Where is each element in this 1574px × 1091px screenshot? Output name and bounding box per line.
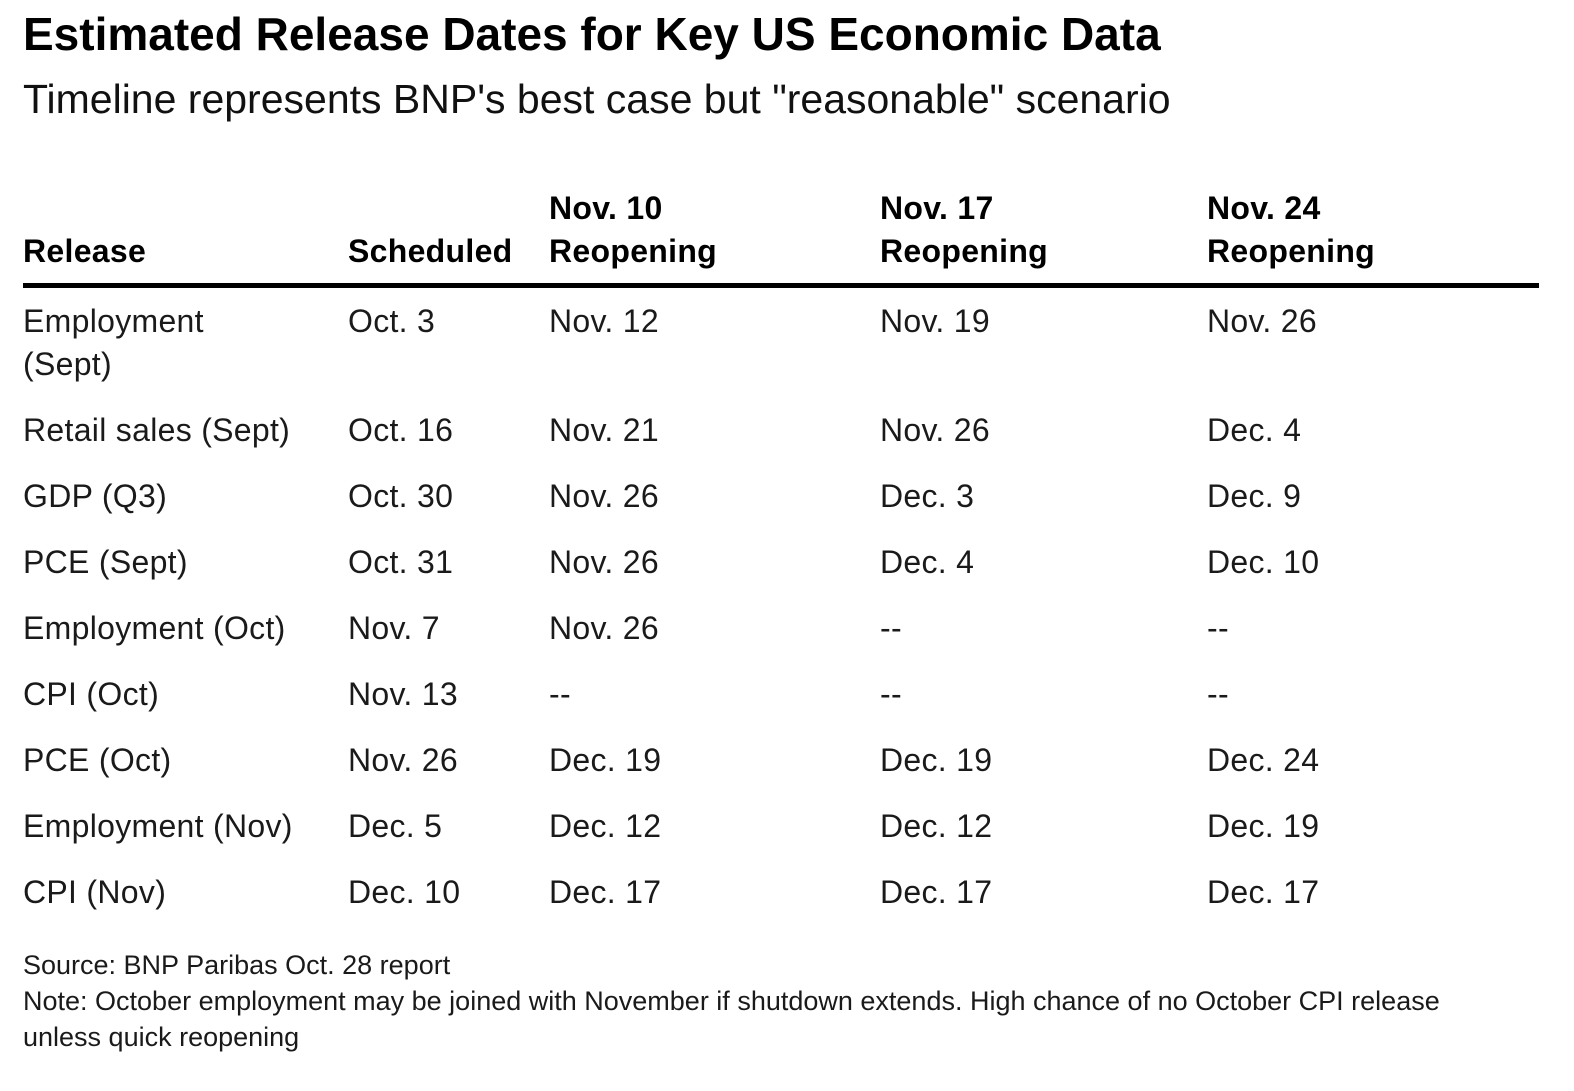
nov17-reopening-cell: Nov. 19 (880, 303, 991, 339)
note-line: Note: October employment may be joined w… (23, 986, 1440, 1052)
nov10-reopening-cell: Nov. 26 (549, 544, 660, 580)
table-row: Employment (Oct) Nov. 7 Nov. 26 -- -- (23, 595, 1539, 661)
nov24-reopening-cell: Dec. 4 (1207, 412, 1302, 448)
nov17-reopening-cell: Dec. 3 (880, 478, 975, 514)
nov24-reopening-cell: Dec. 19 (1207, 808, 1320, 844)
nov17-reopening-cell: -- (880, 676, 902, 712)
table-body: Employment (Sept) Oct. 3 Nov. 12 Nov. 19 Nov… (23, 286, 1539, 926)
nov24-reopening-cell: Dec. 10 (1207, 544, 1320, 580)
table-row: CPI (Nov) Dec. 10 Dec. 17 Dec. 17 Dec. 17 (23, 859, 1539, 925)
column-header-release: Release (23, 187, 348, 288)
nov17-reopening-cell: Dec. 4 (880, 544, 975, 580)
source-line: Source: BNP Paribas Oct. 28 report (23, 950, 451, 980)
nov10-reopening-cell: Dec. 12 (549, 808, 662, 844)
nov10-reopening-cell: Nov. 21 (549, 412, 660, 448)
table-row: Retail sales (Sept) Oct. 16 Nov. 21 Nov. 26… (23, 397, 1539, 463)
footer: Source: BNP Paribas Oct. 28 report Note:… (23, 947, 1539, 1055)
release-cell: CPI (Oct) (23, 676, 160, 712)
scheduled-cell: Nov. 7 (348, 610, 440, 646)
column-header-nov10-reopening: Nov. 10 Reopening (549, 187, 880, 288)
nov10-reopening-cell: Dec. 19 (549, 742, 662, 778)
release-cell: PCE (Sept) (23, 544, 188, 580)
scheduled-cell: Oct. 3 (348, 303, 436, 339)
nov10-reopening-cell: Dec. 17 (549, 874, 662, 910)
nov10-reopening-cell: Nov. 26 (549, 478, 660, 514)
nov10-reopening-cell: -- (549, 676, 571, 712)
page-subtitle: Timeline represents BNP's best case but … (23, 76, 1171, 122)
nov17-reopening-cell: -- (880, 610, 902, 646)
scheduled-cell: Oct. 30 (348, 478, 454, 514)
column-header-scheduled: Scheduled (348, 187, 549, 288)
table-row: PCE (Oct) Nov. 26 Dec. 19 Dec. 19 Dec. 24 (23, 727, 1539, 793)
nov24-reopening-cell: Nov. 26 (1207, 303, 1318, 339)
nov17-reopening-cell: Dec. 19 (880, 742, 993, 778)
nov17-reopening-cell: Dec. 17 (880, 874, 993, 910)
release-cell: PCE (Oct) (23, 742, 172, 778)
header-row: Release Scheduled Nov. 10 Reopening Nov.… (23, 187, 1539, 288)
table-row: Employment (Sept) Oct. 3 Nov. 12 Nov. 19 Nov… (23, 286, 1539, 398)
nov24-reopening-cell: -- (1207, 676, 1229, 712)
table-row: GDP (Q3) Oct. 30 Nov. 26 Dec. 3 Dec. 9 (23, 463, 1539, 529)
scheduled-cell: Oct. 16 (348, 412, 454, 448)
nov17-reopening-cell: Nov. 26 (880, 412, 991, 448)
scheduled-cell: Oct. 31 (348, 544, 454, 580)
table-row: Employment (Nov) Dec. 5 Dec. 12 Dec. 12 Dec.… (23, 793, 1539, 859)
scheduled-cell: Dec. 10 (348, 874, 461, 910)
nov10-reopening-cell: Nov. 26 (549, 610, 660, 646)
scheduled-cell: Nov. 26 (348, 742, 459, 778)
page-title: Estimated Release Dates for Key US Econo… (23, 8, 1161, 60)
release-dates-table: Release Scheduled Nov. 10 Reopening Nov.… (23, 187, 1539, 925)
release-cell: GDP (Q3) (23, 478, 168, 514)
table-row: CPI (Oct) Nov. 13 -- -- -- (23, 661, 1539, 727)
table-row: PCE (Sept) Oct. 31 Nov. 26 Dec. 4 Dec. 10 (23, 529, 1539, 595)
nov10-reopening-cell: Nov. 12 (549, 303, 660, 339)
scheduled-cell: Nov. 13 (348, 676, 459, 712)
release-cell: Employment (Nov) (23, 808, 293, 844)
nov24-reopening-cell: Dec. 17 (1207, 874, 1320, 910)
nov24-reopening-cell: -- (1207, 610, 1229, 646)
nov24-reopening-cell: Dec. 24 (1207, 742, 1320, 778)
release-cell: Employment (Oct) (23, 610, 286, 646)
release-cell: CPI (Nov) (23, 874, 167, 910)
nov24-reopening-cell: Dec. 9 (1207, 478, 1302, 514)
column-header-nov24-reopening: Nov. 24 Reopening (1207, 187, 1539, 288)
release-cell: Employment (Sept) (23, 303, 204, 382)
release-cell: Retail sales (Sept) (23, 412, 291, 448)
column-header-nov17-reopening: Nov. 17 Reopening (880, 187, 1207, 288)
nov17-reopening-cell: Dec. 12 (880, 808, 993, 844)
scheduled-cell: Dec. 5 (348, 808, 443, 844)
